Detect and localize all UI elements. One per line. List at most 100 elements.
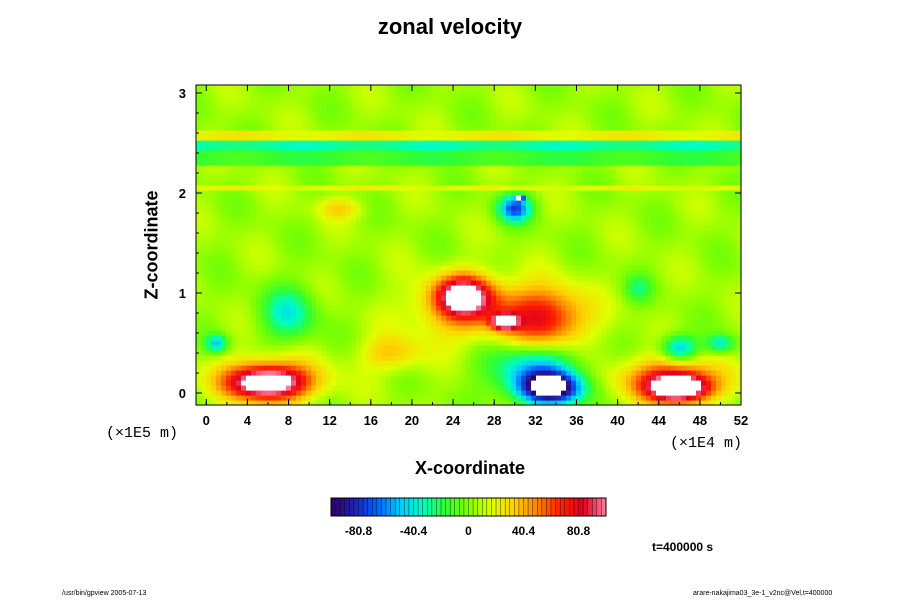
heatmap-cell (391, 200, 397, 206)
heatmap-cell (296, 200, 302, 206)
heatmap-cell (476, 305, 482, 311)
heatmap-cell (316, 220, 322, 226)
heatmap-cell (361, 275, 367, 281)
heatmap-cell (591, 175, 597, 181)
heatmap-cell (731, 195, 737, 201)
heatmap-cell (481, 360, 487, 366)
heatmap-cell (361, 245, 367, 251)
heatmap-cell (406, 355, 412, 361)
heatmap-cell (361, 255, 367, 261)
heatmap-cell (656, 215, 662, 221)
heatmap-cell (266, 185, 272, 191)
heatmap-cell (276, 360, 282, 366)
heatmap-cell (441, 275, 447, 281)
heatmap-cell (226, 210, 232, 216)
heatmap-cell (331, 310, 337, 316)
heatmap-cell (416, 310, 422, 316)
heatmap-cell (381, 260, 387, 266)
heatmap-cell (561, 240, 567, 246)
heatmap-cell (426, 200, 432, 206)
heatmap-cell (231, 390, 237, 396)
heatmap-cell (676, 180, 682, 186)
heatmap-cell (611, 360, 617, 366)
heatmap-cell (716, 225, 722, 231)
heatmap-cell (286, 225, 292, 231)
heatmap-cell (376, 225, 382, 231)
heatmap-cell (536, 360, 542, 366)
heatmap-cell (611, 260, 617, 266)
heatmap-cell (316, 205, 322, 211)
heatmap-cell (656, 200, 662, 206)
heatmap-cell (376, 180, 382, 186)
heatmap-cell (671, 375, 677, 381)
heatmap-cell (641, 360, 647, 366)
heatmap-cell (386, 215, 392, 221)
heatmap-cell (501, 375, 507, 381)
heatmap-cell (591, 200, 597, 206)
heatmap-cell (636, 235, 642, 241)
heatmap-cell (391, 250, 397, 256)
heatmap-cell (221, 220, 227, 226)
heatmap-cell (726, 320, 732, 326)
heatmap-cell (701, 375, 707, 381)
heatmap-cell (371, 245, 377, 251)
heatmap-cell (701, 200, 707, 206)
heatmap-cell (336, 310, 342, 316)
heatmap-cell (331, 255, 337, 261)
heatmap-cell (386, 180, 392, 186)
heatmap-cell (646, 390, 652, 396)
heatmap-cell (661, 285, 667, 291)
heatmap-cell (466, 200, 472, 206)
heatmap-cell (691, 205, 697, 211)
heatmap-cell (216, 250, 222, 256)
heatmap-cell (581, 280, 587, 286)
heatmap-cell (591, 250, 597, 256)
heatmap-cell (276, 355, 282, 361)
heatmap-cell (311, 330, 317, 336)
heatmap-cell (556, 385, 562, 391)
heatmap-cell (316, 365, 322, 371)
heatmap-cell (401, 285, 407, 291)
heatmap-cell (686, 400, 692, 406)
heatmap-cell (611, 395, 617, 401)
heatmap-cell (496, 380, 502, 386)
heatmap-cell (386, 200, 392, 206)
heatmap-cell (736, 370, 742, 376)
heatmap-cell (436, 215, 442, 221)
heatmap-cell (531, 305, 537, 311)
heatmap-cell (591, 265, 597, 271)
heatmap-cell (216, 365, 222, 371)
heatmap-cell (226, 365, 232, 371)
heatmap-cell (411, 260, 417, 266)
heatmap-cell (436, 250, 442, 256)
heatmap-cell (241, 275, 247, 281)
heatmap-cell (586, 250, 592, 256)
heatmap-cell (316, 210, 322, 216)
heatmap-cell (346, 285, 352, 291)
heatmap-cell (441, 325, 447, 331)
heatmap-cell (716, 260, 722, 266)
heatmap-cell (731, 390, 737, 396)
heatmap-cell (521, 380, 527, 386)
heatmap-cell (726, 315, 732, 321)
heatmap-cell (541, 330, 547, 336)
heatmap-cell (716, 365, 722, 371)
heatmap-cell (496, 330, 502, 336)
heatmap-cell (196, 245, 202, 251)
heatmap-cell (371, 360, 377, 366)
heatmap-cell (396, 185, 402, 191)
heatmap-cell (591, 220, 597, 226)
heatmap-cell (311, 185, 317, 191)
heatmap-cell (511, 180, 517, 186)
heatmap-cell (666, 200, 672, 206)
heatmap-cell (221, 205, 227, 211)
heatmap-cell (631, 200, 637, 206)
heatmap-cell (541, 290, 547, 296)
heatmap-cell (536, 215, 542, 221)
heatmap-cell (701, 275, 707, 281)
heatmap-cell (626, 355, 632, 361)
heatmap-cell (586, 260, 592, 266)
heatmap-cell (381, 290, 387, 296)
heatmap-cell (616, 385, 622, 391)
heatmap-cell (696, 400, 702, 406)
